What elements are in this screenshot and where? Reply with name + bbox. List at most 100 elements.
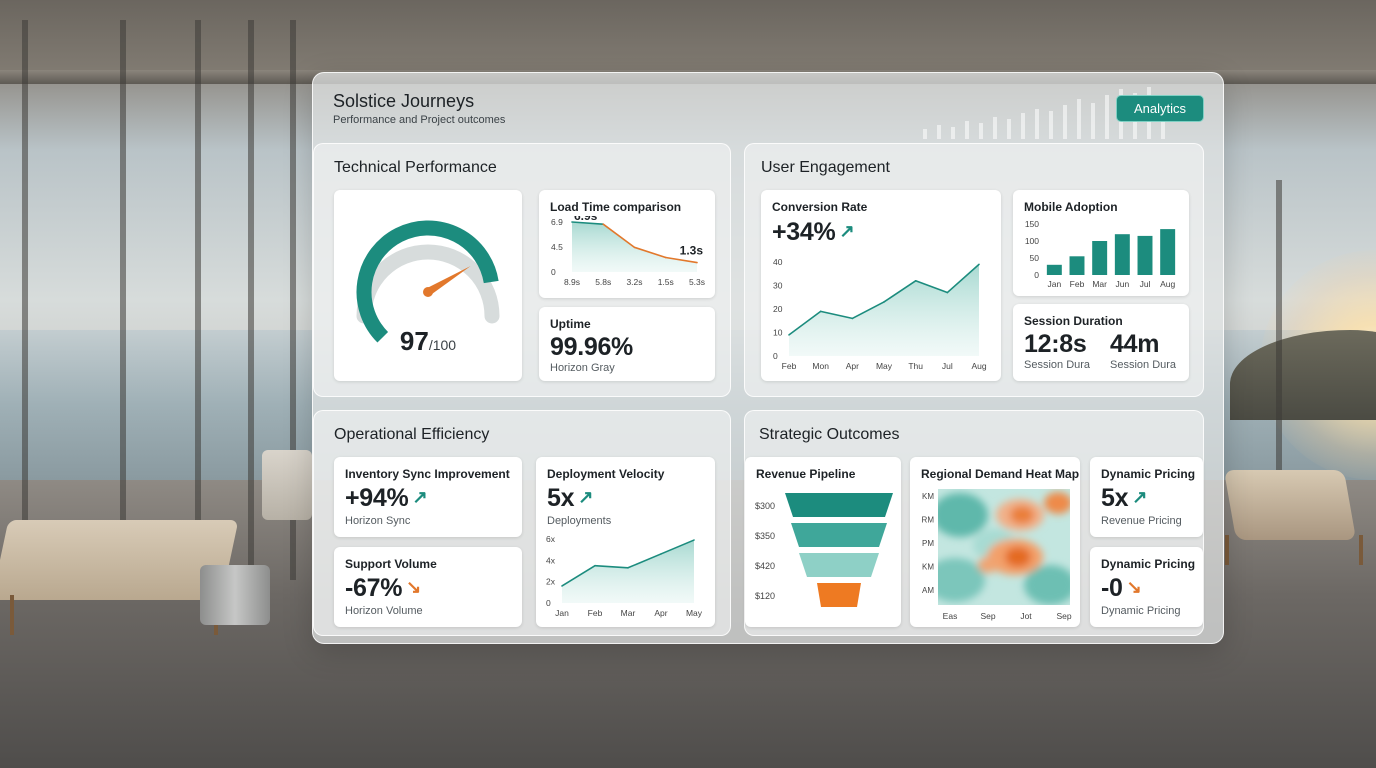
decor-bar (1077, 99, 1081, 139)
funnel-stage (791, 523, 887, 547)
arrow-up-right-icon: ↗ (578, 487, 594, 507)
y-tick-label: 0 (773, 351, 778, 361)
decor-bar (1007, 119, 1011, 139)
card-title: Session Duration (1024, 314, 1123, 328)
x-tick-label: Feb (1070, 279, 1085, 289)
mobile-adoption-chart: 150 100 50 0 Jan Feb Mar Jun Jul Aug (1025, 219, 1176, 289)
revenue-pipeline-card: Revenue Pipeline $300 $350 $420 $120 (745, 457, 901, 627)
x-tick-label: Sep (1056, 611, 1071, 621)
load-time-card: Load Time comparison 6.9 4.5 0 8.9s 5.8s 3.2s… (539, 190, 715, 298)
decor-bar (1049, 111, 1053, 139)
lounge-chair-right-legs (1225, 535, 1363, 565)
card-title: Load Time comparison (550, 200, 682, 214)
y-tick-label: 10 (773, 328, 783, 338)
dynamic-pricing-card-1: Dynamic Pricing 5x ↗ Revenue Pricing (1090, 457, 1203, 537)
session-duration-card: Session Duration 12:8s Session Dura 44m … (1013, 304, 1189, 381)
gauge-fill (356, 220, 499, 343)
decor-bar (1035, 109, 1039, 139)
x-tick-label: Jun (1115, 279, 1129, 289)
series-line-segment (633, 246, 667, 259)
card-title: Regional Demand Heat Map (921, 467, 1080, 481)
x-tick-label: Sep (980, 611, 995, 621)
y-tick-label: RM (922, 516, 935, 525)
card-title: Support Volume (345, 557, 437, 571)
end-value-label: 1.3s (680, 244, 704, 258)
x-tick-label: Eas (943, 611, 958, 621)
window-mullion (290, 20, 296, 580)
series-line-segment (602, 223, 636, 249)
x-tick-label: Feb (588, 608, 603, 618)
session-sub-2: Session Dura (1110, 359, 1177, 371)
support-value: -67% ↘ (345, 574, 421, 603)
ceiling (0, 0, 1376, 80)
y-tick-label: 6.9 (551, 217, 563, 227)
side-table (200, 565, 270, 625)
inventory-sub: Horizon Sync (345, 515, 411, 527)
bar (1092, 241, 1108, 275)
decor-bar (1105, 95, 1109, 139)
window-mullion (248, 20, 254, 580)
decor-bar (993, 117, 997, 139)
series-line-segment (914, 279, 949, 294)
window-mullion (195, 20, 201, 580)
y-tick-label: 0 (551, 267, 556, 277)
x-tick-label: Feb (782, 361, 797, 371)
lounge-chair-legs (10, 595, 218, 635)
pricing1-value-text: 5x (1101, 484, 1129, 512)
y-tick-label: KM (922, 492, 934, 501)
card-title: Dynamic Pricing (1101, 467, 1196, 481)
y-tick-label: PM (922, 539, 934, 548)
inventory-sync-card: Inventory Sync Improvement +94% ↗ Horizon… (334, 457, 522, 537)
x-tick-label: May (686, 608, 703, 618)
decor-bar (923, 129, 927, 139)
series-line-segment (660, 539, 695, 555)
section-strategic-outcomes: Strategic Outcomes Revenue Pipeline $300… (744, 410, 1204, 636)
card-title: Revenue Pipeline (756, 467, 856, 481)
session-value-1: 12:8s (1024, 330, 1087, 358)
conversion-chart: 40 30 20 10 0 Feb Mon Apr May Thu Jul Aug (773, 257, 987, 371)
pricing2-sub: Dynamic Pricing (1101, 605, 1181, 617)
y-tick-label: 40 (773, 257, 783, 267)
dashboard-title: Solstice Journeys (333, 91, 475, 111)
funnel-label: $420 (755, 561, 775, 571)
section-title: User Engagement (761, 159, 890, 176)
x-tick-label: Jul (1140, 279, 1151, 289)
decor-bar (965, 121, 969, 139)
uptime-sub: Horizon Gray (550, 362, 615, 374)
inventory-value-text: +94% (345, 484, 409, 512)
revenue-funnel: $300 $350 $420 $120 (755, 493, 893, 607)
x-tick-label: 8.9s (564, 277, 580, 287)
arrow-up-right-icon: ↗ (839, 221, 855, 241)
area-fill (572, 222, 697, 272)
dynamic-pricing-card-2: Dynamic Pricing -0 ↘ Dynamic Pricing (1090, 547, 1203, 627)
decor-bar (937, 125, 941, 139)
y-tick-label: 6x (546, 534, 556, 544)
bar (1046, 264, 1062, 275)
pricing1-sub: Revenue Pricing (1101, 515, 1182, 527)
section-user-engagement: User Engagement Conversion Rate +34% ↗ 40… (744, 143, 1204, 397)
dashboard-subtitle: Performance and Project outcomes (333, 114, 506, 126)
x-tick-label: Mar (1092, 279, 1107, 289)
y-tick-label: 30 (773, 281, 783, 291)
y-tick-label: 0 (546, 598, 551, 608)
y-tick-label: 100 (1025, 236, 1039, 246)
card-title: Deployment Velocity (547, 467, 665, 481)
series-line-segment (571, 221, 605, 225)
analytics-button[interactable]: Analytics (1116, 95, 1204, 122)
bar (1160, 229, 1176, 275)
decor-bar (1021, 113, 1025, 139)
lounge-chair-right (1223, 470, 1357, 540)
pricing2-value-text: -0 (1101, 574, 1123, 602)
y-tick-label: 0 (1034, 270, 1039, 280)
gauge-needle (425, 265, 471, 296)
section-title: Operational Efficiency (334, 426, 490, 443)
funnel-stage (799, 553, 879, 577)
support-volume-card: Support Volume -67% ↘ Horizon Volume (334, 547, 522, 627)
session-value-2: 44m (1110, 330, 1160, 358)
series-line-segment (819, 310, 854, 320)
y-tick-label: KM (922, 563, 934, 572)
uptime-value: 99.96% (550, 333, 633, 361)
dashboard-panel: Solstice Journeys Performance and Projec… (312, 72, 1224, 644)
bar (1114, 234, 1130, 275)
gauge-hub (423, 287, 433, 297)
